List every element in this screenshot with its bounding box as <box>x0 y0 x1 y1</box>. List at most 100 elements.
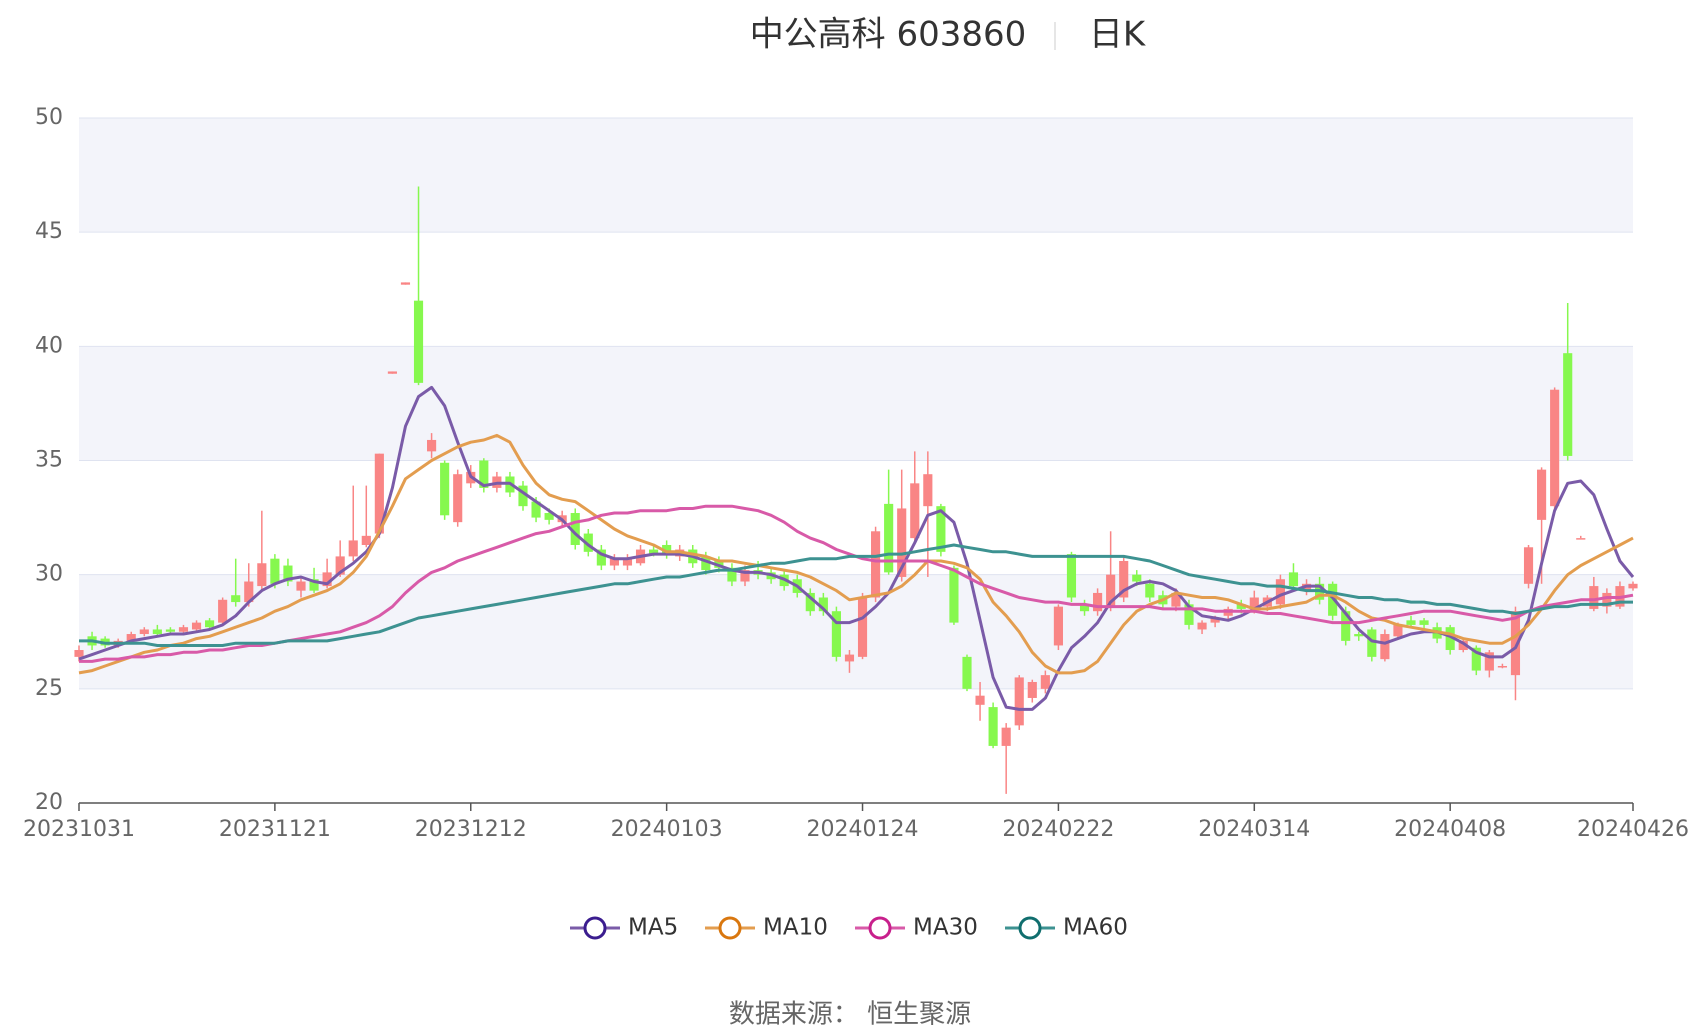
candle-body <box>871 531 881 598</box>
candle-body <box>1341 611 1351 641</box>
x-tick-label: 20240408 <box>1394 817 1506 842</box>
candle-body <box>1079 604 1090 612</box>
y-tick-label: 40 <box>35 333 63 358</box>
candle-body <box>453 474 463 523</box>
candle-body <box>1484 652 1494 671</box>
candle-body <box>413 300 424 383</box>
legend-marker <box>1018 916 1042 940</box>
candle-body <box>165 629 175 632</box>
candle-body <box>1236 604 1246 609</box>
candle-body <box>609 558 619 566</box>
candle-body <box>1288 572 1299 587</box>
candle-body <box>139 629 149 635</box>
candle-body <box>1197 622 1207 630</box>
legend-item[interactable]: MA10 <box>705 915 828 941</box>
candle-body <box>1589 586 1599 609</box>
x-tick-label: 20240103 <box>611 817 723 842</box>
candle-body <box>1106 574 1116 607</box>
candle-body <box>844 654 855 662</box>
candle-body <box>544 513 554 520</box>
candle-body <box>1406 620 1416 625</box>
x-tick-label: 20240314 <box>1198 817 1310 842</box>
candle-body <box>1537 469 1547 520</box>
candle-body <box>1184 604 1194 625</box>
candle-body <box>1001 727 1011 746</box>
candle-body <box>387 371 397 374</box>
candle-body <box>1210 618 1220 623</box>
y-tick-label: 30 <box>35 562 63 587</box>
candle-body <box>1354 634 1364 637</box>
legend-marker <box>868 916 892 940</box>
candle-body <box>152 629 162 635</box>
candle-body <box>322 572 332 587</box>
legend-marker <box>583 916 607 940</box>
candle-body <box>283 565 293 582</box>
candle-body <box>1510 611 1521 676</box>
candle-body <box>1458 640 1468 651</box>
y-tick-label: 20 <box>35 790 63 815</box>
candle-body <box>701 556 711 571</box>
x-tick-label: 20231212 <box>415 817 527 842</box>
candle-body <box>897 508 907 577</box>
grid-band <box>79 118 1633 233</box>
y-tick-label: 25 <box>35 676 63 701</box>
legend-label: MA60 <box>1063 915 1128 941</box>
grid-band <box>79 346 1633 461</box>
legend-label: MA5 <box>628 915 678 941</box>
candle-body <box>309 579 319 591</box>
candle-body <box>962 656 972 689</box>
candle-body <box>1014 677 1024 726</box>
candle-body <box>126 634 136 641</box>
candle-body <box>1497 666 1507 668</box>
candle-body <box>440 462 450 516</box>
candle-body <box>1576 538 1586 540</box>
candle-body <box>622 558 633 566</box>
candle-body <box>884 503 894 573</box>
candle-body <box>1393 624 1403 637</box>
candle-body <box>1066 554 1077 598</box>
x-tick-label: 20240124 <box>807 817 919 842</box>
candle-body <box>1602 592 1612 607</box>
candle-body <box>1093 592 1103 612</box>
candle-body <box>1145 583 1155 598</box>
candle-body <box>1380 634 1390 660</box>
y-tick-label: 50 <box>35 105 63 130</box>
candle-body <box>740 570 750 582</box>
candle-body <box>1550 389 1560 507</box>
candle-body <box>400 282 411 285</box>
chart-title: 中公高科 603860 <box>750 15 1027 55</box>
candle-body <box>518 485 528 507</box>
candle-body <box>857 597 868 657</box>
legend-item[interactable]: MA60 <box>1005 915 1128 941</box>
candle-body <box>818 597 828 612</box>
candle-body <box>531 501 541 518</box>
candle-body <box>1275 579 1285 605</box>
candle-body <box>1367 629 1377 657</box>
candle-body <box>348 540 358 557</box>
legend-item[interactable]: MA30 <box>855 915 978 941</box>
ma-line <box>78 433 1634 675</box>
candle-body <box>596 549 606 566</box>
candle-body <box>335 556 345 575</box>
legend-item[interactable]: MA5 <box>570 915 678 941</box>
candle-body <box>583 533 593 552</box>
candle-body <box>1471 647 1481 671</box>
candle-body <box>374 453 384 534</box>
y-tick-label: 45 <box>35 219 63 244</box>
source-note: 数据来源： 恒生聚源 <box>729 1000 971 1030</box>
candle-body <box>727 567 737 582</box>
candle-body <box>427 439 437 452</box>
candle-body <box>1171 592 1181 607</box>
period-label: 日K <box>1089 15 1147 55</box>
candle-body <box>1119 560 1129 598</box>
candle-body <box>244 581 254 603</box>
plot-area: 20 25 30 35 40 45 50 20231031 20231121 20231212 20… <box>23 105 1689 842</box>
candle-body <box>988 707 998 746</box>
ma-line <box>79 543 1633 647</box>
candle-body <box>296 581 306 591</box>
candle-body <box>218 599 228 623</box>
candle-body <box>191 622 202 630</box>
legend-marker <box>718 916 742 940</box>
x-tick-label: 20240426 <box>1577 817 1689 842</box>
